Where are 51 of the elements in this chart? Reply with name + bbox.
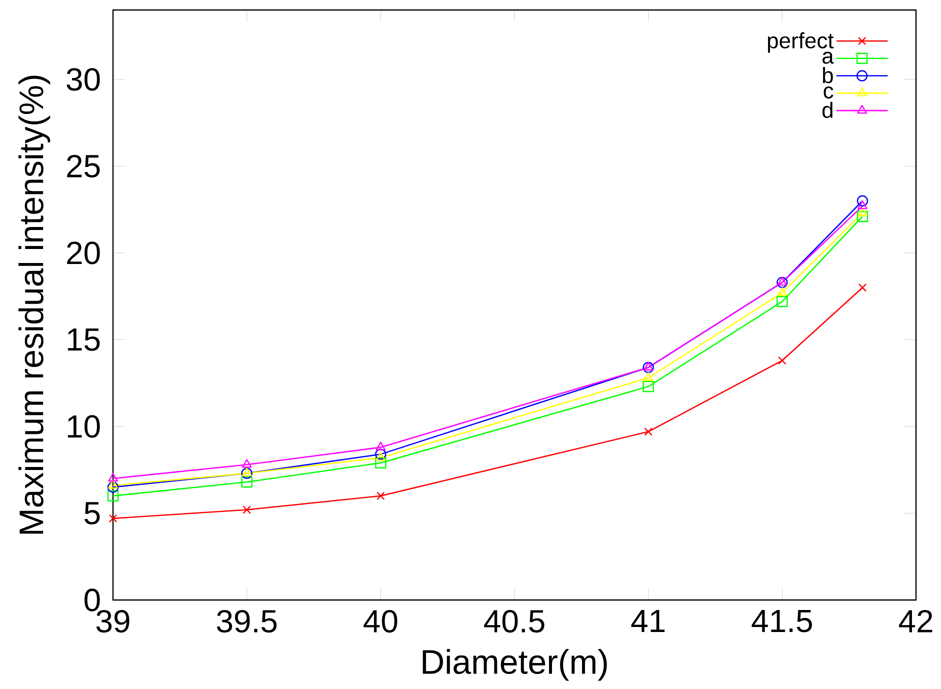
- point: [376, 442, 386, 450]
- y-tick-label: 25: [67, 154, 100, 178]
- point: [376, 492, 385, 500]
- point: [108, 472, 118, 482]
- y-tick-label: 5: [84, 502, 100, 524]
- point: [642, 380, 654, 392]
- x-tick-label: 39.5: [216, 610, 277, 633]
- y-axis-title: Maximum residual intensity(%): [18, 76, 50, 534]
- y-tick-label: 10: [68, 415, 100, 438]
- point: [242, 459, 252, 468]
- x-tick-label: 39: [96, 610, 130, 633]
- point: [856, 195, 868, 206]
- point: [856, 210, 868, 222]
- x-axis-title: Diameter(m): [422, 649, 607, 681]
- point: [375, 457, 386, 469]
- point: [858, 284, 867, 292]
- x-tick-label: 41.5: [752, 610, 812, 632]
- x-tick-label: 41: [631, 610, 665, 632]
- y-tick-label: 20: [67, 242, 100, 264]
- legend-label: b: [822, 67, 833, 84]
- y-tick-label: 30: [66, 68, 100, 91]
- point: [107, 490, 119, 502]
- x-tick-label: 40.5: [484, 610, 544, 633]
- point: [108, 480, 118, 489]
- point: [107, 482, 119, 493]
- point: [375, 448, 386, 460]
- point: [241, 468, 252, 479]
- legend-label: d: [822, 102, 832, 118]
- point: [858, 200, 868, 210]
- point: [242, 468, 252, 476]
- legend-label: a: [822, 52, 834, 64]
- point: [776, 296, 788, 308]
- point: [642, 362, 654, 374]
- point: [241, 476, 252, 488]
- point: [644, 428, 652, 436]
- x-tick-label: 40: [364, 610, 398, 633]
- x-tick-label: 42: [898, 610, 932, 632]
- point: [242, 506, 251, 514]
- y-tick-label: 15: [68, 328, 100, 351]
- point: [777, 287, 788, 296]
- point: [643, 372, 654, 381]
- y-tick-label: 0: [84, 588, 100, 612]
- point: [777, 276, 788, 286]
- point: [858, 207, 868, 216]
- point: [776, 276, 788, 288]
- point: [778, 356, 786, 365]
- legend-label: c: [824, 86, 834, 99]
- point: [643, 362, 654, 371]
- point: [108, 514, 118, 523]
- point: [376, 452, 386, 461]
- legend-label: perfect: [768, 32, 834, 53]
